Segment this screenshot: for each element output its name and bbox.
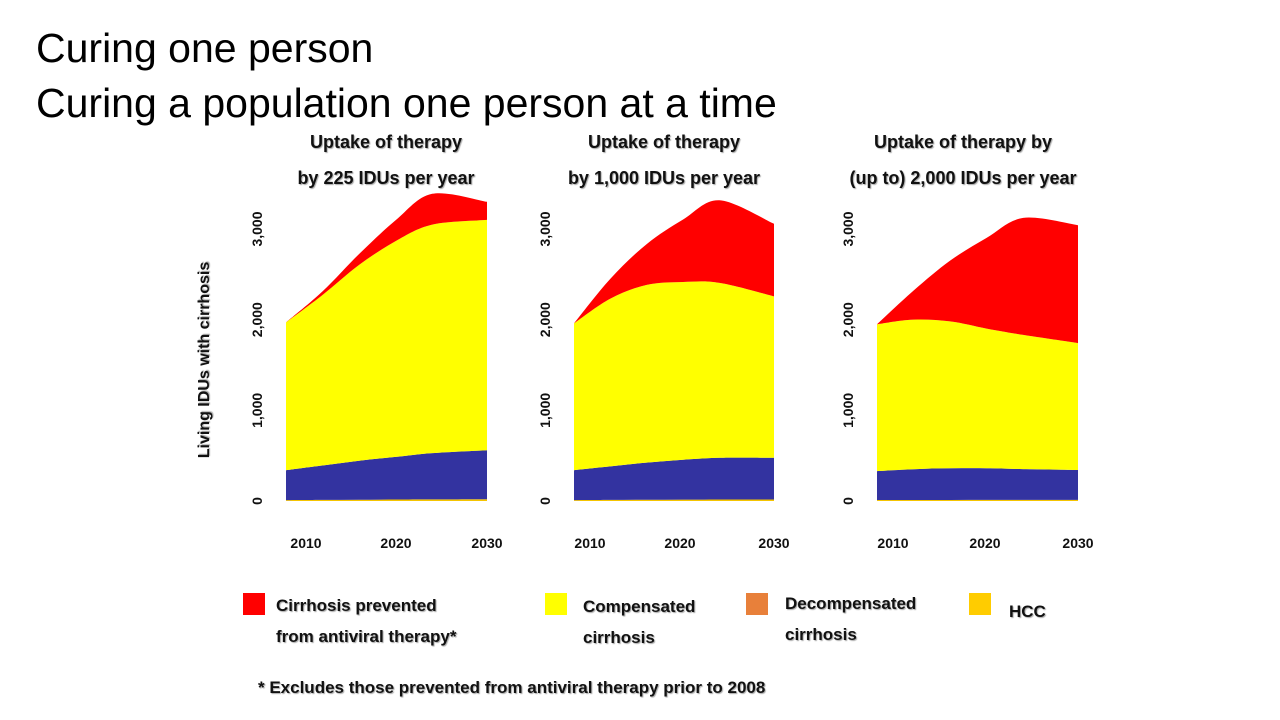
area-compensated-chart3 xyxy=(877,319,1078,472)
chart3-subtitle-line-2: (up to) 2,000 IDUs per year xyxy=(849,168,1077,188)
y-tick-label-chart3: 2,000 xyxy=(840,302,856,337)
legend-label-decompensated-line-1: Decompensated xyxy=(785,594,917,613)
slide-title-line-1: Curing one person xyxy=(36,25,374,71)
footnote: * Excludes those prevented from antivira… xyxy=(258,678,766,697)
y-tick-label-chart3: 1,000 xyxy=(840,393,856,428)
x-tick-label-chart2: 2030 xyxy=(758,535,789,551)
legend-label-hcc-line-1: HCC xyxy=(1009,602,1046,621)
slide-title-line-2: Curing a population one person at a time xyxy=(36,80,777,126)
y-tick-label-chart2: 1,000 xyxy=(537,393,553,428)
area-prevented-chart3 xyxy=(877,217,1078,344)
x-tick-label-chart1: 2030 xyxy=(471,535,502,551)
x-tick-label-chart1: 2010 xyxy=(290,535,321,551)
y-tick-label-chart1: 2,000 xyxy=(249,302,265,337)
area-hcc-chart1 xyxy=(286,499,487,501)
area-hcc-chart2 xyxy=(574,499,774,501)
legend-label-prevented-line-1: Cirrhosis prevented xyxy=(276,596,437,615)
legend-swatch-hcc xyxy=(969,593,991,615)
chart3-subtitle: Uptake of therapy by (up to) 2,000 IDUs … xyxy=(813,124,1113,196)
chart2-subtitle: Uptake of therapy by 1,000 IDUs per year xyxy=(514,124,814,196)
y-tick-label-chart1: 1,000 xyxy=(249,393,265,428)
legend-label-decompensated: Decompensated cirrhosis xyxy=(785,588,916,650)
y-tick-label-chart1: 0 xyxy=(249,497,265,505)
legend-label-compensated-line-1: Compensated xyxy=(583,597,696,616)
chart-2: 0 1,000 2,000 3,000 2010 2020 2030 xyxy=(537,200,790,551)
chart1-subtitle-line-2: by 225 IDUs per year xyxy=(297,168,475,188)
x-tick-label-chart2: 2020 xyxy=(664,535,695,551)
x-tick-label-chart3: 2030 xyxy=(1062,535,1093,551)
legend-label-hcc: HCC xyxy=(1009,596,1046,627)
x-tick-label-chart2: 2010 xyxy=(574,535,605,551)
y-tick-label-chart2: 3,000 xyxy=(537,211,553,246)
chart2-subtitle-line-2: by 1,000 IDUs per year xyxy=(567,168,761,188)
x-tick-label-chart3: 2020 xyxy=(969,535,1000,551)
legend-label-prevented: Cirrhosis prevented from antiviral thera… xyxy=(276,590,456,652)
area-decompensated-chart2 xyxy=(574,457,774,501)
area-decompensated-chart1 xyxy=(286,450,487,501)
legend-label-compensated: Compensated cirrhosis xyxy=(583,591,695,653)
chart1-subtitle-line-1: Uptake of therapy xyxy=(309,132,463,152)
area-compensated-chart2 xyxy=(574,281,774,471)
area-prevented-chart2 xyxy=(574,200,774,324)
y-tick-label-chart3: 3,000 xyxy=(840,211,856,246)
area-prevented-chart1 xyxy=(286,193,487,323)
chart-3: 0 1,000 2,000 3,000 2010 2020 2030 xyxy=(840,211,1094,551)
legend-label-decompensated-line-2: cirrhosis xyxy=(785,625,857,644)
legend-swatch-prevented xyxy=(243,593,265,615)
area-compensated-chart1 xyxy=(286,219,487,471)
chart3-subtitle-line-1: Uptake of therapy by xyxy=(873,132,1053,152)
legend-swatch-decompensated xyxy=(746,593,768,615)
chart1-subtitle: Uptake of therapy by 225 IDUs per year xyxy=(236,124,536,196)
y-tick-label-chart2: 0 xyxy=(537,497,553,505)
chart2-subtitle-line-1: Uptake of therapy xyxy=(587,132,741,152)
x-tick-label-chart1: 2020 xyxy=(380,535,411,551)
area-decompensated-chart3 xyxy=(877,468,1078,501)
y-tick-label-chart1: 3,000 xyxy=(249,211,265,246)
legend-label-compensated-line-2: cirrhosis xyxy=(583,628,655,647)
legend-swatch-compensated xyxy=(545,593,567,615)
area-hcc-chart3 xyxy=(877,499,1078,501)
x-tick-label-chart3: 2010 xyxy=(877,535,908,551)
chart-1: 0 1,000 2,000 3,000 2010 2020 2030 xyxy=(249,193,503,551)
y-tick-label-chart2: 2,000 xyxy=(537,302,553,337)
legend-label-prevented-line-2: from antiviral therapy* xyxy=(276,627,457,646)
y-tick-label-chart3: 0 xyxy=(840,497,856,505)
